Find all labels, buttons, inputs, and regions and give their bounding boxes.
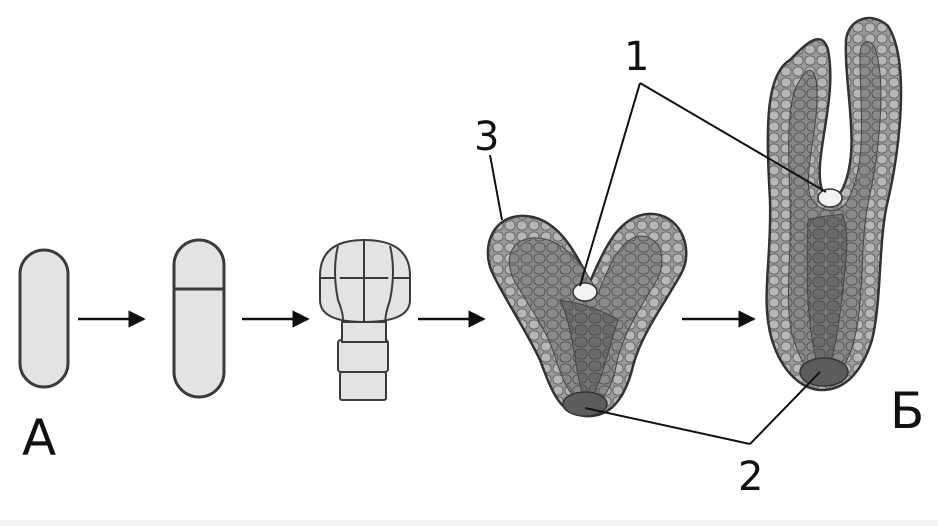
bottom-border	[0, 520, 938, 526]
callout-label-1: 1	[624, 34, 649, 80]
torpedo-stage-embryo	[767, 18, 901, 390]
label-stage-end: Б	[890, 382, 924, 440]
zygote-cell	[20, 250, 68, 387]
callout-label-2: 2	[738, 454, 763, 500]
label-stage-start: А	[22, 409, 56, 467]
proembryo	[320, 240, 410, 400]
apical-meristem-cell	[573, 283, 597, 301]
apical-meristem-cell	[818, 189, 842, 207]
heart-stage-embryo	[488, 214, 686, 416]
two-cell-embryo	[174, 240, 224, 397]
callout-label-3: 3	[474, 114, 499, 160]
